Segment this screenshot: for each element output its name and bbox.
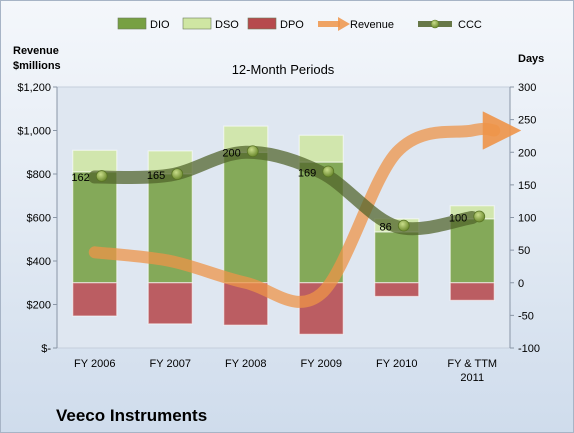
category-label: FY 2010 xyxy=(376,358,417,370)
ccc-point xyxy=(171,168,184,180)
legend-item: DPO xyxy=(247,17,304,31)
dio-bar xyxy=(374,231,420,284)
right-tick-label: 250 xyxy=(518,115,536,127)
category-label: FY 2008 xyxy=(225,358,266,370)
legend-label: Revenue xyxy=(350,19,394,31)
category-label: FY & TTM 2011 xyxy=(447,358,497,384)
right-axis-title: Days xyxy=(518,53,544,65)
left-tick-label: $800 xyxy=(27,169,51,181)
legend-item: CCC xyxy=(418,19,482,31)
dpo-bar xyxy=(449,282,495,301)
ccc-data-label: 200 xyxy=(222,147,240,159)
plot-area xyxy=(56,86,511,349)
ccc-data-label: 169 xyxy=(298,167,316,179)
ccc-point xyxy=(95,170,108,182)
left-axis-title-line2: $millions xyxy=(13,60,61,72)
right-tick-label: 150 xyxy=(518,180,536,192)
legend-swatch xyxy=(117,17,147,30)
right-tick-label: 200 xyxy=(518,147,536,159)
left-tick-label: $1,200 xyxy=(17,82,51,94)
left-axis-ticks: $- $200 $400 $600 $800 $1,000 $1,200 xyxy=(17,82,58,355)
dio-bar xyxy=(223,151,269,284)
dso-bar xyxy=(298,134,344,163)
ccc-point xyxy=(246,145,259,158)
left-tick-label: $- xyxy=(41,343,51,355)
dpo-bar xyxy=(147,282,193,325)
revenue-series xyxy=(88,111,522,308)
legend-arrow-head xyxy=(338,17,350,31)
ccc-data-label: 162 xyxy=(71,172,89,184)
right-tick-label: 300 xyxy=(518,82,536,94)
right-tick-label: 50 xyxy=(518,245,530,257)
company-name: Veeco Instruments xyxy=(56,406,207,425)
chart-subtitle: 12-Month Periods xyxy=(232,62,335,77)
right-tick-label: -100 xyxy=(518,343,540,355)
legend-item: DIO xyxy=(117,17,170,31)
left-axis-title-line1: Revenue xyxy=(13,45,59,57)
legend-swatch xyxy=(182,17,212,30)
legend: DIO DSO DPO Revenue CCC xyxy=(117,17,482,31)
legend-dot xyxy=(430,19,440,29)
legend-item: DSO xyxy=(182,17,239,31)
dio-bar xyxy=(72,171,118,284)
ccc-point xyxy=(322,165,335,178)
right-tick-label: -50 xyxy=(518,310,534,322)
dpo-bar xyxy=(298,282,344,335)
category-label: FY 2007 xyxy=(150,358,191,370)
dpo-bar xyxy=(72,282,118,317)
right-tick-label: 100 xyxy=(518,213,536,225)
legend-item: Revenue xyxy=(318,17,394,31)
ccc-point xyxy=(397,219,410,232)
right-tick-label: 0 xyxy=(518,278,524,290)
ccc-series: 162 165 200 169 86 100 xyxy=(71,145,486,236)
ccc-data-label: 100 xyxy=(449,213,467,225)
dio-bar xyxy=(449,218,495,284)
category-axis: FY 2006 FY 2007 FY 2008 FY 2009 FY 2010 FY & … xyxy=(74,358,497,384)
ccc-data-label: 165 xyxy=(147,170,165,182)
ccc-point xyxy=(473,210,486,223)
left-tick-label: $200 xyxy=(27,300,51,312)
dpo-bar xyxy=(374,282,420,298)
legend-label: DIO xyxy=(150,19,170,31)
dso-bar xyxy=(72,149,118,173)
right-axis-ticks: -100 -50 0 50 100 150 200 250 300 xyxy=(509,82,540,355)
legend-label: DSO xyxy=(215,19,239,31)
left-tick-label: $400 xyxy=(27,256,51,268)
revenue-line xyxy=(88,111,522,308)
legend-swatch xyxy=(247,17,277,30)
left-tick-label: $1,000 xyxy=(17,126,51,138)
ccc-data-label: 86 xyxy=(380,222,392,234)
category-label: FY 2006 xyxy=(74,358,115,370)
category-label: FY 2009 xyxy=(301,358,342,370)
legend-label: CCC xyxy=(458,19,482,31)
legend-label: DPO xyxy=(280,19,304,31)
left-tick-label: $600 xyxy=(27,213,51,225)
